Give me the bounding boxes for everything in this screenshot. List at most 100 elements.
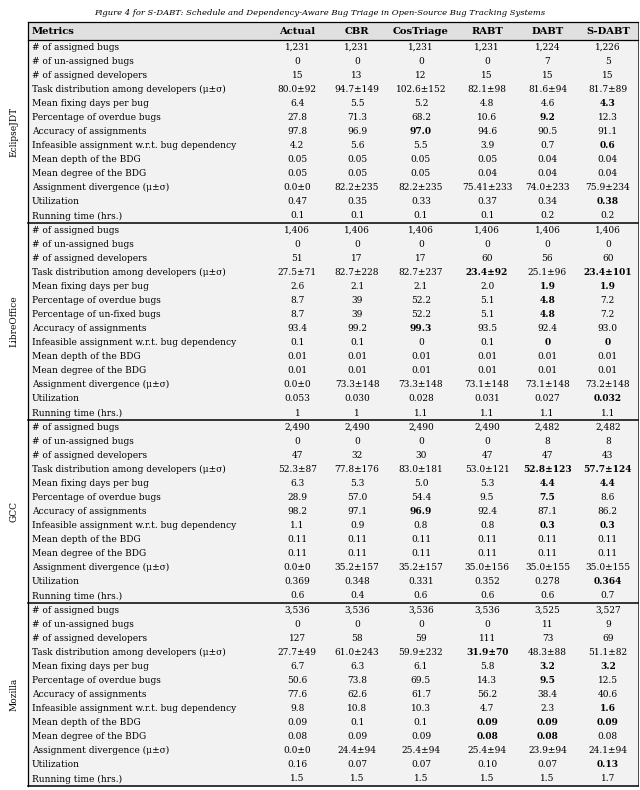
Text: 61.7: 61.7 <box>411 690 431 699</box>
Text: 59.9±232: 59.9±232 <box>399 648 444 656</box>
Text: 0.04: 0.04 <box>477 169 497 179</box>
Text: 96.9: 96.9 <box>410 507 432 516</box>
Text: 17: 17 <box>351 254 363 262</box>
Text: 0.47: 0.47 <box>287 198 307 206</box>
Text: 2,490: 2,490 <box>344 423 370 431</box>
Text: 0.08: 0.08 <box>598 732 618 741</box>
Text: 0.1: 0.1 <box>480 212 494 220</box>
Text: 11: 11 <box>541 619 553 629</box>
Text: 27.5±71: 27.5±71 <box>278 268 317 276</box>
Text: 0.01: 0.01 <box>347 367 367 375</box>
Text: Accuracy of assignments: Accuracy of assignments <box>32 690 147 699</box>
Text: 1.7: 1.7 <box>600 774 615 784</box>
Text: Mean fixing days per bug: Mean fixing days per bug <box>32 662 149 671</box>
Text: 69: 69 <box>602 634 614 643</box>
Text: Percentage of overdue bugs: Percentage of overdue bugs <box>32 676 161 685</box>
Text: 0.0±0: 0.0±0 <box>284 563 311 572</box>
Text: 0.01: 0.01 <box>411 352 431 361</box>
Text: 0.11: 0.11 <box>538 535 557 544</box>
Text: 40.6: 40.6 <box>598 690 618 699</box>
Text: CosTriage: CosTriage <box>393 27 449 36</box>
Text: 4.4: 4.4 <box>540 479 556 488</box>
Text: 82.1±98: 82.1±98 <box>468 85 507 94</box>
Text: 0.09: 0.09 <box>536 718 559 727</box>
Text: 0.8: 0.8 <box>414 521 428 530</box>
Text: 0.1: 0.1 <box>290 338 305 347</box>
Text: 3.2: 3.2 <box>600 662 616 671</box>
Text: 3,536: 3,536 <box>474 606 500 615</box>
Text: 0.05: 0.05 <box>411 155 431 164</box>
Text: 12.3: 12.3 <box>598 113 618 122</box>
Text: 5: 5 <box>605 57 611 66</box>
Text: 0: 0 <box>545 239 550 249</box>
Text: Infeasible assignment w.r.t. bug dependency: Infeasible assignment w.r.t. bug depende… <box>32 704 236 713</box>
Text: 0.05: 0.05 <box>347 169 367 179</box>
Text: 87.1: 87.1 <box>538 507 557 516</box>
Text: 7.2: 7.2 <box>601 296 615 305</box>
Text: 0.11: 0.11 <box>598 549 618 559</box>
Text: 0: 0 <box>418 57 424 66</box>
Text: 0.33: 0.33 <box>411 198 431 206</box>
Text: Infeasible assignment w.r.t. bug dependency: Infeasible assignment w.r.t. bug depende… <box>32 521 236 530</box>
Text: 0: 0 <box>545 338 550 347</box>
Text: 0.3: 0.3 <box>600 521 616 530</box>
Text: 0.6: 0.6 <box>290 592 305 600</box>
Text: 80.0±92: 80.0±92 <box>278 85 317 94</box>
Text: 6.1: 6.1 <box>414 662 428 671</box>
Text: 1,231: 1,231 <box>474 43 500 51</box>
Text: 1: 1 <box>354 408 360 417</box>
Text: 58: 58 <box>351 634 363 643</box>
Text: 0.01: 0.01 <box>477 352 497 361</box>
Text: 39: 39 <box>351 310 363 319</box>
Text: 10.6: 10.6 <box>477 113 497 122</box>
Text: 9.5: 9.5 <box>540 676 556 685</box>
Text: 54.4: 54.4 <box>411 493 431 502</box>
Text: 2,482: 2,482 <box>595 423 621 431</box>
Text: 1,231: 1,231 <box>285 43 310 51</box>
Text: Mean degree of the BDG: Mean degree of the BDG <box>32 367 147 375</box>
Text: Percentage of overdue bugs: Percentage of overdue bugs <box>32 113 161 122</box>
Text: 8.6: 8.6 <box>600 493 615 502</box>
Text: 0.05: 0.05 <box>287 169 307 179</box>
Text: 93.0: 93.0 <box>598 324 618 333</box>
Text: 2.1: 2.1 <box>414 282 428 291</box>
Text: 102.6±152: 102.6±152 <box>396 85 446 94</box>
Text: 0.9: 0.9 <box>350 521 364 530</box>
Text: 73.1±148: 73.1±148 <box>525 380 570 389</box>
Bar <box>28 22 638 40</box>
Text: 56: 56 <box>541 254 553 262</box>
Text: 56.2: 56.2 <box>477 690 497 699</box>
Text: 25.1±96: 25.1±96 <box>528 268 567 276</box>
Text: 4.8: 4.8 <box>480 99 494 108</box>
Text: 4.7: 4.7 <box>480 704 494 713</box>
Text: Mean degree of the BDG: Mean degree of the BDG <box>32 549 147 559</box>
Text: 0.278: 0.278 <box>534 577 561 586</box>
Text: 10.3: 10.3 <box>411 704 431 713</box>
Text: 47: 47 <box>292 451 303 460</box>
Text: 1.5: 1.5 <box>413 774 428 784</box>
Text: 4.8: 4.8 <box>540 296 556 305</box>
Text: 53.0±121: 53.0±121 <box>465 465 509 474</box>
Text: 0.05: 0.05 <box>347 155 367 164</box>
Text: 23.4±92: 23.4±92 <box>466 268 508 276</box>
Text: 25.4±94: 25.4±94 <box>401 747 440 755</box>
Text: 0.6: 0.6 <box>480 592 494 600</box>
Text: 50.6: 50.6 <box>287 676 307 685</box>
Text: 51.1±82: 51.1±82 <box>588 648 627 656</box>
Text: 0.1: 0.1 <box>414 212 428 220</box>
Text: 1.1: 1.1 <box>414 408 428 417</box>
Text: Accuracy of assignments: Accuracy of assignments <box>32 127 147 136</box>
Text: 0.01: 0.01 <box>287 352 307 361</box>
Text: 1.5: 1.5 <box>290 774 305 784</box>
Text: 1,231: 1,231 <box>344 43 370 51</box>
Text: 9.2: 9.2 <box>540 113 556 122</box>
Text: 31.9±70: 31.9±70 <box>466 648 508 656</box>
Text: 38.4: 38.4 <box>538 690 557 699</box>
Text: 0.11: 0.11 <box>347 535 367 544</box>
Text: 0.08: 0.08 <box>287 732 307 741</box>
Text: 0.030: 0.030 <box>344 394 370 404</box>
Text: 77.6: 77.6 <box>287 690 307 699</box>
Text: 57.7±124: 57.7±124 <box>584 465 632 474</box>
Text: 4.8: 4.8 <box>540 310 556 319</box>
Text: Assignment divergence (μ±σ): Assignment divergence (μ±σ) <box>32 380 169 389</box>
